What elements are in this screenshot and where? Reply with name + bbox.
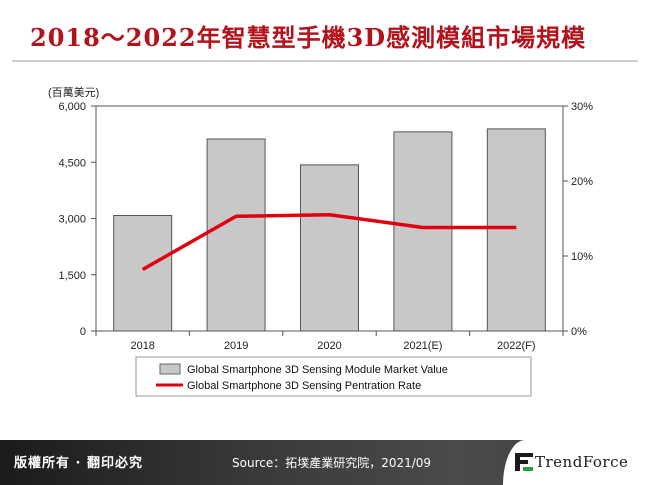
chart: (百萬美元) 6,000 4,500 3,000 1,500 0 30% 20% 10% 0%… (48, 86, 593, 397)
y2-tick-label: 30% (571, 101, 593, 113)
x-tick-label: 2022(F) (497, 340, 536, 352)
legend-swatch-market-value (159, 363, 181, 375)
legend-label-market-value: Global Smartphone 3D Sensing Module Mark… (187, 364, 448, 376)
x-tick-label: 2019 (224, 340, 248, 352)
bar-2020 (300, 164, 359, 332)
series-line-pentration-rate (141, 213, 517, 272)
bar-2019 (206, 138, 266, 332)
bar-2018 (113, 215, 173, 332)
y2-tick-label: 20% (571, 176, 593, 188)
trendforce-logo: TrendForce (535, 453, 629, 471)
copyright-notice: 版權所有 · 翻印必究 (14, 456, 143, 471)
page-title: 2018～2022年智慧型手機3D感測模組市場規模 (30, 23, 587, 52)
x-tick-label: 2018 (130, 340, 154, 352)
source-note: Source：拓墣產業研究院，2021/09 (232, 456, 432, 470)
legend-box (135, 356, 532, 397)
legend: Global Smartphone 3D Sensing Module Mark… (135, 356, 532, 397)
x-tick-label: 2021(E) (403, 340, 442, 352)
y-tick-label: 3,000 (58, 214, 86, 226)
y-tick-label: 0 (80, 326, 86, 338)
bar-2021(E) (393, 131, 453, 332)
title-divider (12, 60, 638, 62)
legend-label-pentration-rate: Global Smartphone 3D Sensing Pentration … (187, 380, 421, 392)
x-tick-label: 2020 (317, 340, 341, 352)
trendforce-logo-icon (515, 453, 533, 471)
bar-2022(F) (486, 128, 546, 332)
y2-tick-label: 0% (571, 326, 587, 338)
y-tick-label: 6,000 (58, 101, 86, 113)
y-tick-label: 4,500 (58, 157, 86, 169)
y-axis-unit-label: (百萬美元) (48, 86, 99, 99)
y-tick-label: 1,500 (58, 270, 86, 282)
y2-tick-label: 10% (571, 251, 593, 263)
title-bar (0, 8, 650, 56)
